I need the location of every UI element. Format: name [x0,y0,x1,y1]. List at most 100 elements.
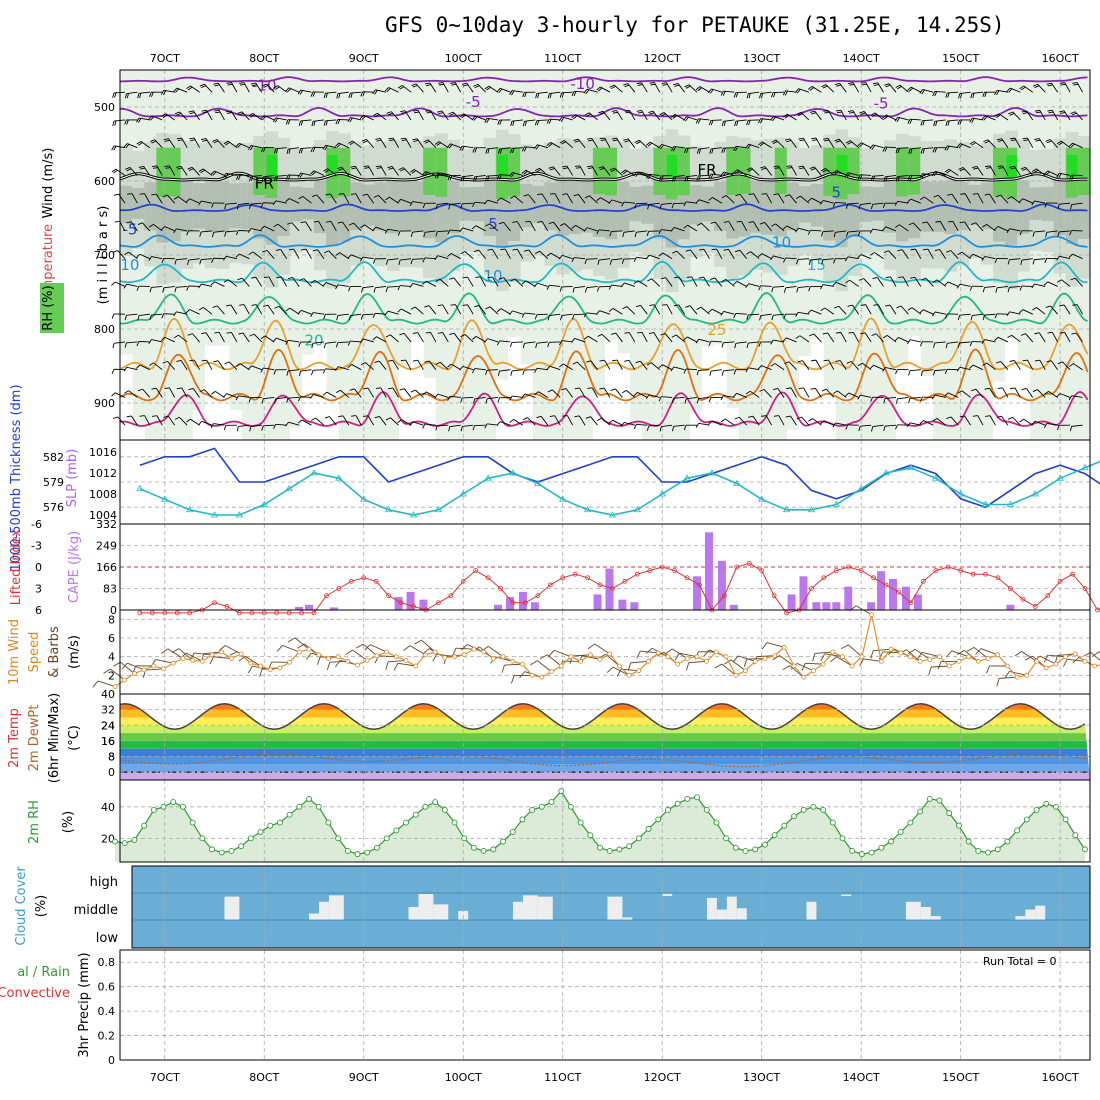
rh-legend-label: RH (%) [41,285,56,330]
rh2m-marker [403,819,409,826]
rh-shade-dark [144,182,157,231]
wind-barb-feather [262,83,268,87]
cape-bar [630,602,639,610]
wind-barb [379,416,387,426]
wind-barb [516,249,524,259]
wind-barb-feather [919,420,924,425]
wind-barb-feather [932,147,936,153]
top-day-label: 11OCT [544,52,581,65]
wind-barb-feather [832,170,837,175]
wind-barb [698,397,710,400]
rh-shade-green [423,147,436,195]
wind-barb [972,364,984,371]
wind-barb-feather [372,336,377,341]
wind-barb-feather [376,139,382,142]
wind-barb-feather [1033,169,1039,174]
wind-barb [350,254,362,260]
wind-barb-feather [537,93,540,99]
wind-barb [366,193,375,204]
wind-barb-feather [649,112,655,115]
wind-barb [875,333,884,343]
wind-barb [847,256,859,260]
wind-barb-feather [1059,331,1065,334]
rh2m-marker [606,848,613,854]
wind-barb-feather [957,315,961,321]
rh-shade-dark [471,186,485,222]
wind10-marker [423,652,428,658]
wind-barb-feather [387,166,393,169]
wind-barb-feather [187,333,193,336]
wind-barb-feather [625,111,631,114]
wind10-barb [572,654,591,657]
wind-barb [910,339,921,343]
rh2m-marker [383,835,390,842]
wind10-barb-feather [501,664,505,673]
temp-band [120,717,1090,726]
wind-barb-feather [460,203,463,209]
wind-barb [1063,304,1071,315]
lifted-marker [896,589,901,595]
wind10-barb-feather [674,652,680,661]
wind-barb [350,340,362,343]
wind-barb-feather [907,86,912,91]
wind-barb-feather [1009,360,1015,362]
wind-barb-feather [459,227,463,233]
wind-barb-feather [185,309,190,314]
wind-barb-feather [623,138,629,141]
dewpoint-line [119,752,1086,768]
wind-barb-feather [1020,260,1023,266]
rh2m-marker [112,838,118,845]
wind-barb-feather [260,225,265,231]
wind-barb [586,227,598,232]
wind-barb-feather [299,90,304,95]
wind-barb-feather [908,222,914,226]
wind-barb-feather [311,343,314,349]
wind-barb-feather [637,84,643,86]
wind-barb-feather [836,109,842,112]
temp-band [120,725,1090,734]
wind-barb [790,387,797,398]
temp-tick-label: 8 [108,751,115,764]
wind-barb [164,226,175,232]
wind-barb-feather [758,141,763,146]
wind-barb-feather [1056,393,1061,398]
lifted-marker [1095,607,1100,613]
wind-barb-feather [338,93,341,99]
wind10-barb-feather [820,653,826,662]
wind10-barb [155,659,174,664]
rh-shade-dark [883,181,897,233]
wind10-barb [194,652,213,656]
wind-barb [462,202,474,205]
slp-marker [534,479,542,486]
wind-barb-feather [1035,139,1041,142]
wind-barb-feather [832,422,836,428]
wind-barb-feather [473,249,479,253]
wind-barb-feather [559,363,564,368]
wind-barb-feather [674,276,680,279]
wind-barb [1023,418,1034,426]
wind-barb [797,286,809,289]
wind-barb [790,415,797,426]
wind-barb-feather [389,139,395,141]
wind-barb [213,423,225,426]
lifted-marker [448,593,454,599]
wind-barb-feather [124,251,129,256]
wind-barb-feather [224,361,230,365]
wind-barb-feather [1007,259,1010,265]
wind-barb [226,393,238,398]
wind-barb-feather [263,276,269,278]
wind-barb-feather [497,397,500,403]
wind10-barb-feather [761,642,768,650]
wind-barb [1034,283,1046,287]
wind-barb-feather [658,144,663,149]
rh-shade-dark [398,181,412,232]
wind-barb-feather [735,92,739,98]
wind-barb-feather [549,93,552,99]
wind-barb-feather [685,249,691,252]
wind-barb-feather [796,89,801,94]
cape-tick-label: 249 [96,540,117,553]
wind-barb [653,332,661,343]
wind-barb-feather [1045,171,1050,176]
wind-barb-feather [287,119,291,125]
